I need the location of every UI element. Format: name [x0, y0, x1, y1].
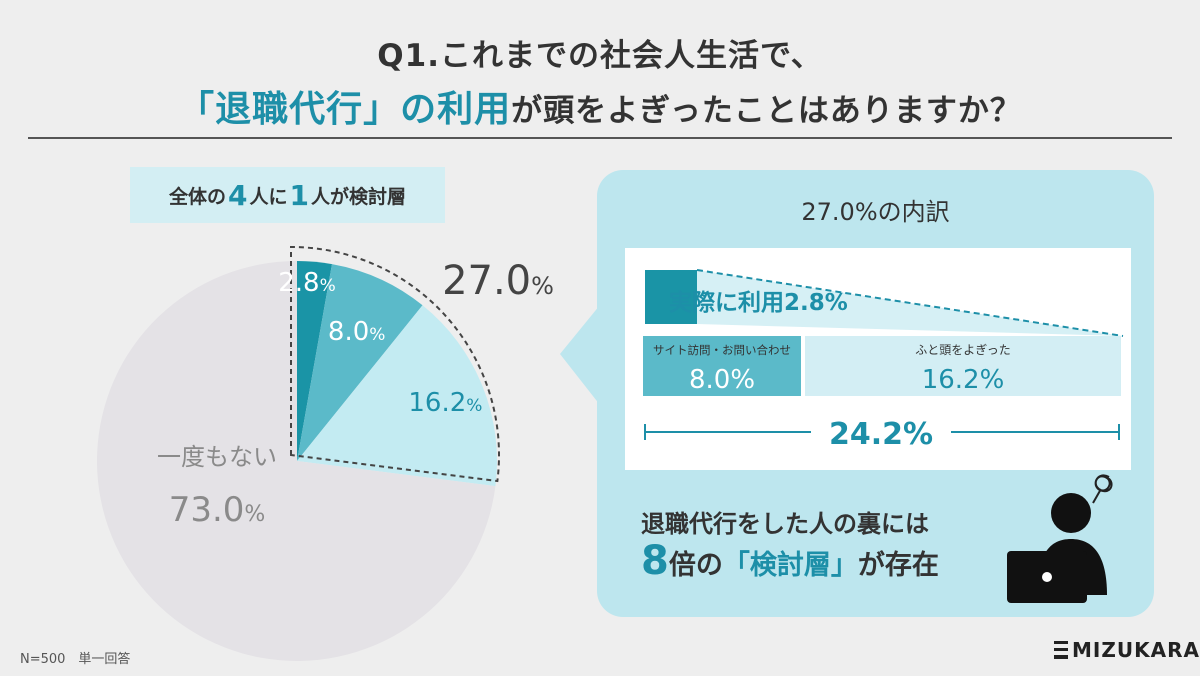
title-highlight: 「退職代行」の利用 — [178, 89, 512, 130]
badge-text-mid2: 人 — [310, 185, 330, 208]
pie-slice — [297, 305, 497, 487]
badge-text-mid1: 人に — [249, 185, 288, 208]
title-divider — [28, 137, 1172, 139]
badge-text-post: が検討層 — [330, 185, 407, 208]
pie-slices — [97, 261, 497, 661]
used-label: 実際に利用2.8% — [669, 289, 848, 316]
thought-value: 16.2% — [922, 365, 1005, 395]
badge-num-2: 1 — [289, 178, 309, 212]
visit-value: 8.0% — [689, 365, 755, 395]
conclusion-line-2: 8倍の「検討層」が存在 — [641, 538, 939, 584]
pie-labels: 2.8% 8.0% 16.2% 一度もない 73.0% 27.0% — [157, 258, 554, 530]
visit-box — [643, 336, 801, 396]
worried-person-illustration — [1007, 474, 1113, 603]
used-dashed-line — [696, 269, 1124, 337]
pie-slice — [297, 261, 333, 461]
slice-category-label: 一度もない — [157, 443, 277, 471]
person-head — [1051, 493, 1091, 533]
summary-badge: 全体の 4 人に 1 人が検討層 — [130, 167, 445, 223]
title-line-1: Q1.これまでの社会人生活で、 — [377, 38, 823, 74]
group-dashed-outline — [290, 245, 500, 483]
badge-num-1: 4 — [228, 178, 248, 212]
used-marker — [645, 270, 697, 324]
pie-slice — [97, 261, 496, 661]
slice-value-label: 73.0% — [169, 490, 266, 530]
visit-label: サイト訪問・お問い合わせ — [653, 343, 791, 357]
conclusion-multiplier: 8 — [641, 538, 669, 584]
conclusion-line-1: 退職代行をした人の裏には — [641, 510, 929, 538]
breakdown-inner-box: 実際に利用2.8% サイト訪問・お問い合わせ 8.0% ふと頭をよぎった 16.… — [625, 248, 1131, 470]
badge-text-pre: 全体の — [168, 185, 226, 208]
title-rest: が頭をよぎったことはありますか？ — [511, 93, 1022, 129]
laptop-logo — [1042, 572, 1052, 582]
subtotal-value: 24.2% — [829, 417, 933, 452]
breakdown-panel: 27.0%の内訳 実際に利用2.8% サイト訪問・お問い合わせ 8.0% ふと頭… — [597, 170, 1154, 617]
conclusion-post: が存在 — [857, 550, 939, 581]
pie-slice — [297, 264, 423, 461]
brand-logo: MIZUKARA — [1054, 638, 1200, 662]
slice-value-label: 2.8% — [278, 268, 336, 298]
group-total-label: 27.0% — [442, 258, 554, 304]
thought-scribble-icon — [1092, 474, 1113, 504]
breakdown-diagram: 実際に利用2.8% サイト訪問・お問い合わせ 8.0% ふと頭をよぎった 16.… — [643, 269, 1124, 452]
callout-pointer — [560, 305, 600, 405]
slice-value-label: 8.0% — [328, 317, 386, 347]
thought-label: ふと頭をよぎった — [915, 343, 1011, 357]
conclusion-highlight: 「検討層」 — [722, 550, 858, 581]
sample-size-note: N=500 単一回答 — [20, 652, 131, 667]
slice-value-label: 16.2% — [408, 388, 482, 418]
breakdown-title: 27.0%の内訳 — [801, 198, 950, 226]
title-line-2: 「退職代行」の利用が頭をよぎったことはありますか？ — [0, 80, 1200, 132]
conclusion-mid: 倍の — [668, 550, 723, 581]
logo-text: MIZUKARA — [1072, 638, 1200, 662]
thought-box — [805, 336, 1121, 396]
logo-mark-icon — [1054, 641, 1068, 659]
